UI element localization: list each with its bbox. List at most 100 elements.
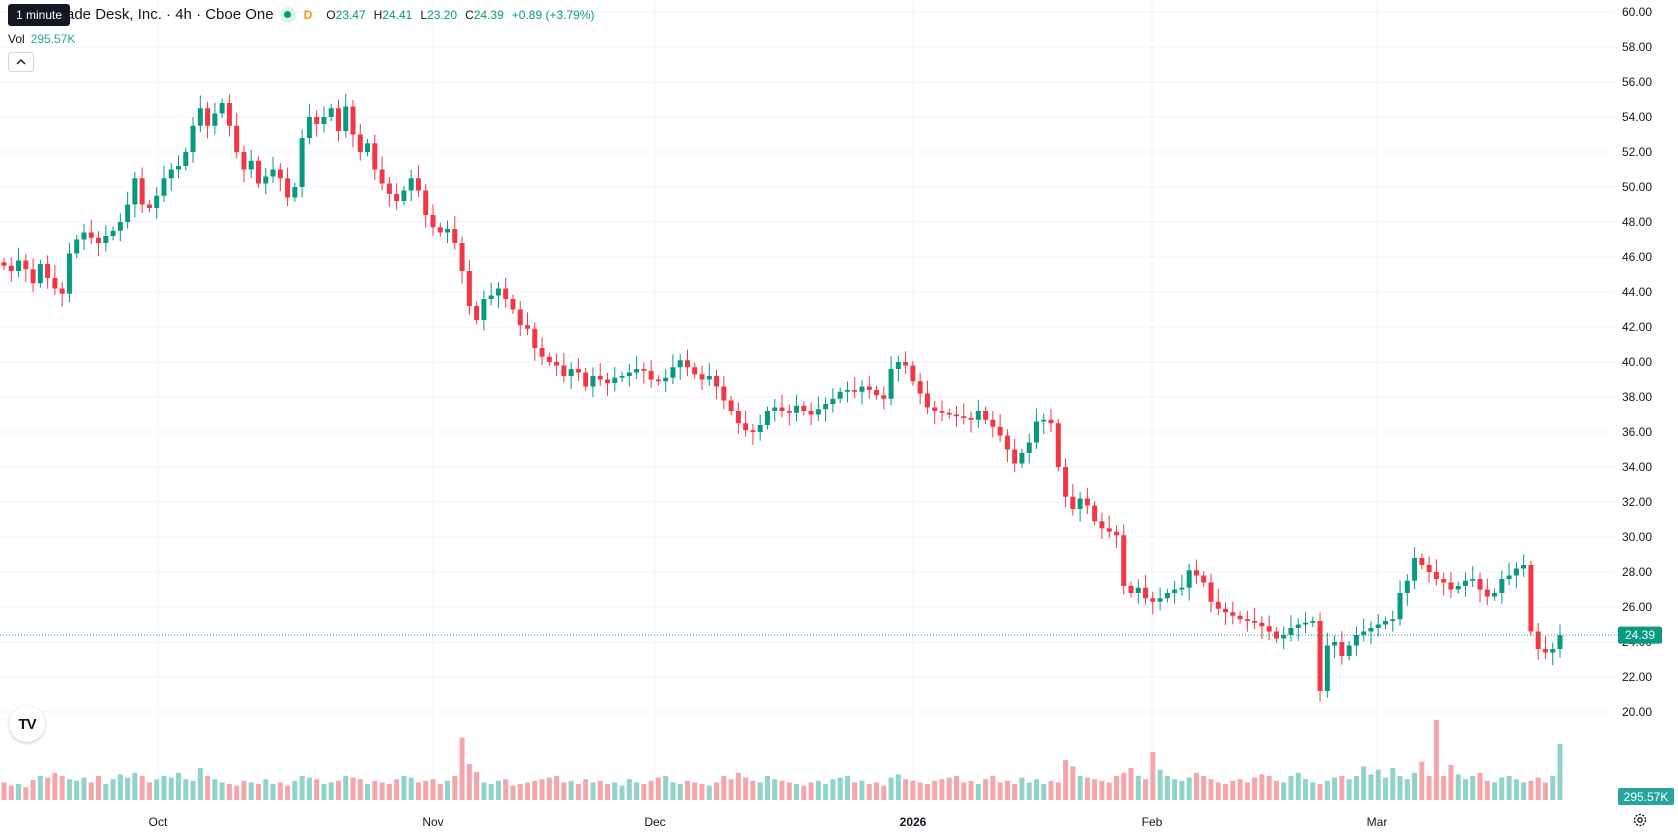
close-value: 24.39: [473, 7, 504, 22]
volume-bar: [1499, 777, 1505, 800]
candle-body: [772, 407, 778, 411]
volume-bar: [1506, 776, 1512, 800]
candle-body: [1215, 601, 1221, 609]
volume-bar: [525, 782, 531, 800]
volume-bar: [1521, 782, 1527, 800]
candle-body: [1324, 645, 1330, 691]
candle-body: [1259, 622, 1265, 627]
volume-bar: [1012, 784, 1018, 800]
volume-bar: [830, 779, 836, 800]
candle-body: [1201, 575, 1207, 583]
candle-body: [176, 166, 182, 170]
volume-bar: [1223, 784, 1229, 800]
candle-body: [1099, 521, 1105, 529]
volume-bar: [786, 782, 792, 800]
volume-bar: [852, 782, 858, 800]
volume-bar: [1353, 776, 1359, 800]
candle-body: [1208, 582, 1214, 602]
volume-bar: [1462, 779, 1468, 800]
symbol-legend: ade Desk, Inc. · 4h · Cboe One D O23.47 …: [8, 6, 595, 23]
collapse-legend-button[interactable]: [8, 52, 34, 72]
candle-body: [997, 426, 1003, 436]
candle-body: [1193, 570, 1199, 576]
candle-body: [263, 176, 269, 184]
volume-bar: [532, 780, 538, 800]
volume-bar: [983, 779, 989, 800]
volume-bar: [677, 784, 683, 800]
volume-bar: [394, 779, 400, 800]
candle-body: [510, 299, 516, 310]
candle-body: [190, 125, 196, 152]
volume-bar: [1404, 779, 1410, 800]
candle-body: [808, 411, 814, 415]
volume-bar: [430, 779, 436, 800]
time-tick-label: Dec: [644, 815, 665, 829]
candle-body: [16, 260, 22, 271]
volume-bar: [1346, 779, 1352, 800]
high-value: 24.41: [382, 7, 413, 22]
candle-body: [466, 271, 472, 306]
candle-body: [1288, 628, 1294, 635]
volume-bar: [1448, 764, 1454, 800]
volume-bar: [634, 782, 640, 800]
candle-body: [1492, 593, 1498, 597]
candle-body: [1135, 587, 1141, 593]
volume-bar: [292, 780, 298, 800]
market-status-icon[interactable]: [279, 6, 296, 23]
candle-body: [394, 194, 400, 201]
delayed-badge[interactable]: D: [303, 7, 313, 22]
volume-bar: [183, 779, 189, 800]
candle-body: [874, 390, 880, 396]
volume-bar: [808, 782, 814, 800]
volume-bar: [1375, 769, 1381, 800]
candle-body: [1092, 505, 1098, 522]
candle-body: [1063, 467, 1069, 497]
volume-bar: [241, 780, 247, 800]
candle-body: [910, 365, 916, 382]
volume-bar: [321, 784, 327, 800]
candle-body: [423, 190, 429, 215]
candle-body: [721, 386, 727, 401]
volume-bar: [1535, 777, 1541, 800]
volume-bar: [1070, 766, 1076, 800]
candle-body: [1470, 579, 1476, 581]
candle-body: [37, 264, 43, 284]
open-label: O: [326, 7, 336, 22]
volume-bar: [146, 782, 152, 800]
candle-body: [786, 411, 792, 413]
candle-body: [1273, 631, 1279, 639]
volume-bar: [517, 784, 523, 800]
candle-body: [1506, 575, 1512, 579]
volume-bar: [583, 779, 589, 800]
candle-body: [866, 386, 872, 390]
tradingview-logo-icon[interactable]: TV: [9, 706, 45, 742]
price-tick-label: 46.00: [1622, 250, 1652, 264]
volume-bar: [16, 784, 22, 800]
candle-body: [277, 169, 283, 179]
volume-bar: [881, 785, 887, 800]
volume-bar: [263, 779, 269, 800]
volume-bar: [132, 772, 138, 800]
candle-body: [415, 178, 421, 191]
price-tick-label: 28.00: [1622, 565, 1652, 579]
candle-body: [1361, 631, 1367, 635]
volume-bar: [1063, 760, 1069, 800]
volume-bar: [612, 782, 618, 800]
volume-bar: [350, 777, 356, 800]
volume-bar: [990, 776, 996, 800]
volume-bar: [692, 782, 698, 800]
volume-bar: [1542, 782, 1548, 800]
candle-body: [1412, 558, 1418, 581]
candle-body: [1004, 435, 1010, 450]
volume-bar: [474, 772, 480, 800]
candle-body: [1172, 589, 1178, 593]
volume-bar: [255, 784, 261, 800]
settings-gear-icon[interactable]: [1632, 812, 1648, 828]
volume-bar: [844, 776, 850, 800]
candle-body: [1303, 622, 1309, 625]
volume-bar: [226, 784, 232, 800]
symbol-title[interactable]: ade Desk, Inc. · 4h · Cboe One: [66, 6, 274, 23]
candle-body: [1462, 580, 1468, 586]
candle-body: [1157, 598, 1163, 602]
